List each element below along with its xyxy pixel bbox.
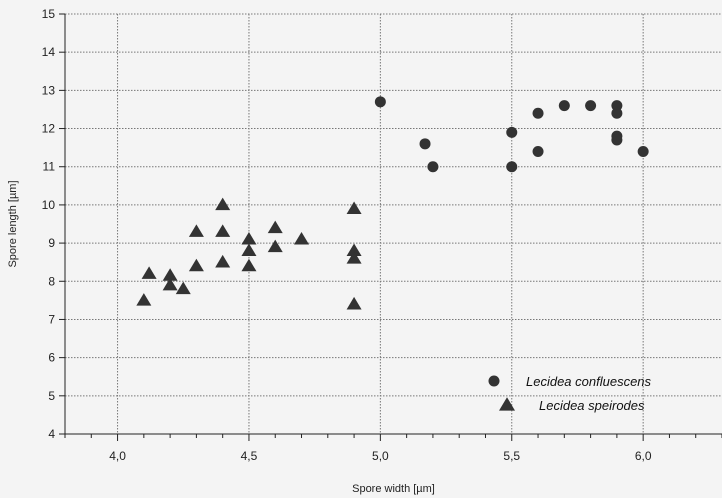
speirodes-point xyxy=(346,296,362,310)
speirodes-point xyxy=(346,201,362,214)
confluescens-point xyxy=(427,161,439,173)
confluescens-point xyxy=(532,107,544,119)
confluescens-point xyxy=(611,107,623,119)
x-tick-label: 4,0 xyxy=(109,449,126,463)
speirodes-point xyxy=(241,258,257,272)
x-tick-label: 5,5 xyxy=(503,449,520,463)
speirodes-point xyxy=(241,243,257,256)
plot-area xyxy=(65,14,722,434)
legend-triangle-marker xyxy=(499,397,515,411)
speirodes-point xyxy=(346,251,362,264)
x-tick-label: 4,5 xyxy=(241,449,258,463)
speirodes-point xyxy=(175,281,191,295)
confluescens-point xyxy=(637,145,649,157)
y-tick-label: 4 xyxy=(48,427,55,441)
y-tick-label: 7 xyxy=(48,312,55,326)
y-tick-labels: 4 5 6 7 8 9 10 11 12 13 14 15 xyxy=(42,7,56,441)
data-points xyxy=(136,96,649,310)
x-tick-labels: 4,0 4,5 5,0 5,5 6,0 xyxy=(109,449,652,463)
legend-item-confluescens: Lecidea confluescens xyxy=(488,374,652,389)
legend-circle-marker xyxy=(488,375,500,387)
speirodes-point xyxy=(215,224,231,237)
speirodes-point xyxy=(241,232,257,245)
y-tick-label: 12 xyxy=(42,122,56,136)
grid-lines xyxy=(65,13,722,434)
speirodes-point xyxy=(267,220,283,234)
legend-item-speirodes: Lecidea speirodes xyxy=(499,397,645,413)
speirodes-point xyxy=(215,254,231,268)
y-tick-label: 13 xyxy=(42,83,56,97)
confluescens-point xyxy=(506,161,518,173)
x-tick-label: 6,0 xyxy=(635,449,652,463)
speirodes-point xyxy=(267,239,283,253)
speirodes-point xyxy=(188,258,204,272)
confluescens-point xyxy=(419,138,431,150)
y-axis-label: Spore length [µm] xyxy=(7,180,19,267)
legend-label-speirodes: Lecidea speirodes xyxy=(539,398,645,413)
speirodes-point xyxy=(346,243,362,256)
y-tick-label: 8 xyxy=(48,274,55,288)
y-tick-label: 6 xyxy=(48,351,55,365)
confluescens-point xyxy=(585,100,597,112)
speirodes-point xyxy=(215,197,231,211)
speirodes-point xyxy=(136,293,152,306)
confluescens-point xyxy=(611,100,623,112)
speirodes-point xyxy=(294,232,310,245)
confluescens-point xyxy=(532,145,544,157)
confluescens-point xyxy=(558,100,570,112)
y-tick-label: 5 xyxy=(48,389,55,403)
legend: Lecidea confluescens Lecidea speirodes xyxy=(488,374,652,413)
speirodes-point xyxy=(162,268,178,281)
y-tick-label: 11 xyxy=(43,160,56,174)
x-axis-label: Spore width [µm] xyxy=(352,483,435,495)
confluescens-point xyxy=(374,96,386,108)
y-tick-label: 14 xyxy=(42,45,56,59)
y-tick-label: 15 xyxy=(42,7,56,21)
speirodes-point xyxy=(162,277,178,291)
axes xyxy=(59,13,722,441)
speirodes-point xyxy=(188,224,204,237)
legend-label-confluescens: Lecidea confluescens xyxy=(526,374,652,389)
speirodes-point xyxy=(141,266,157,279)
x-tick-label: 5,0 xyxy=(372,449,389,463)
y-tick-label: 10 xyxy=(42,198,56,212)
confluescens-point xyxy=(611,134,623,146)
confluescens-point xyxy=(506,126,518,138)
y-tick-label: 9 xyxy=(48,236,55,250)
